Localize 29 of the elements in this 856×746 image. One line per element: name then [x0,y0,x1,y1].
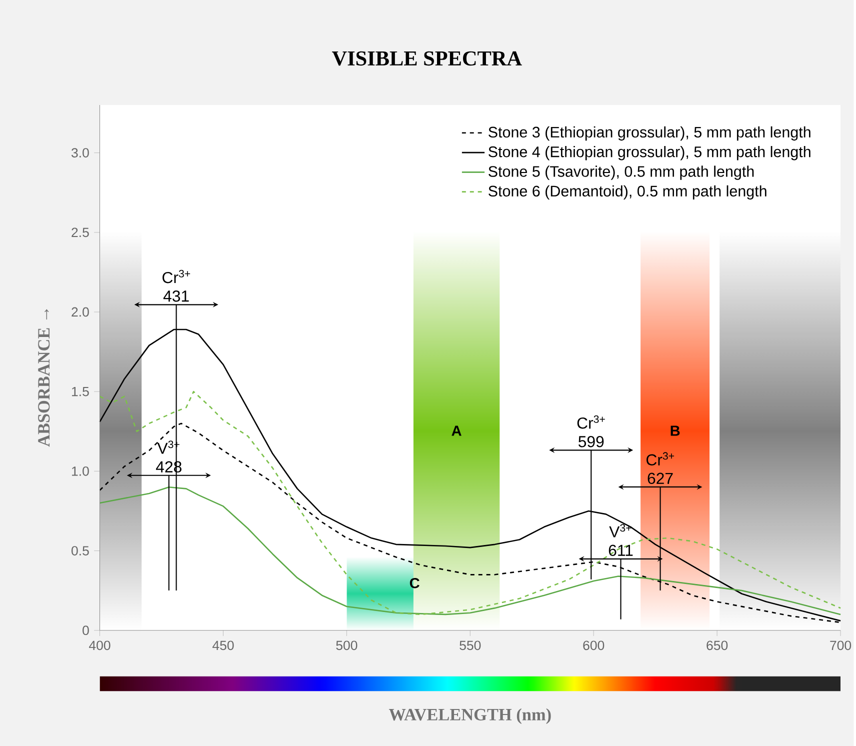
y-tick-label: 3.0 [72,148,89,158]
x-tick-label: 700 [830,640,852,650]
x-tick-label: 500 [336,640,358,650]
ref-line-label: Cr$^{3+}$ 431 [162,270,190,302]
y-tick-label: 0 [82,626,89,636]
chart-title: VISIBLE SPECTRA [332,51,522,66]
ref-line-label: Cr$^{3+}$ 599 [577,415,605,448]
x-tick-label: 400 [89,640,110,650]
y-axis-title: ABSORBANCE → [38,309,50,447]
line-series [99,390,842,616]
ref-line-label: V$^{3+}$ 611 [608,524,633,556]
legend-label: Stone 4 (Ethiopian grossular), 5 mm path length [488,146,810,160]
band-label: A [452,426,462,436]
band-label: C [410,578,420,588]
x-tick-label: 650 [706,640,728,650]
y-tick-label: 1.5 [72,386,89,396]
x-tick-label: 600 [583,640,604,650]
legend-label: Stone 3 (Ethiopian grossular), 5 mm path length [488,126,810,141]
band-label: B [670,426,680,436]
x-tick-label: 450 [212,640,234,650]
ref-line-label: Cr$^{3+}$ 627 [646,452,674,484]
y-tick-label: 2.5 [72,228,89,238]
y-tick-label: 2.0 [72,307,89,317]
x-tick-label: 550 [460,640,481,650]
y-tick-label: 0.5 [72,546,89,556]
legend-label: Stone 5 (Tsavorite), 0.5 mm path length [488,166,754,180]
x-axis-title: WAVELENGTH (nm) [388,708,551,724]
legend-label: Stone 6 (Demantoid), 0.5 mm path length [488,185,766,200]
y-tick-label: 1.0 [72,466,89,476]
